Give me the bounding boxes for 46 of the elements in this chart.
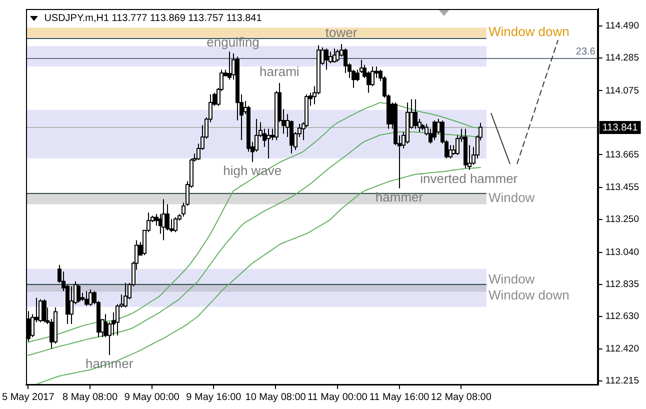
ref-line-label: 113.841 [602,122,638,134]
candlestick [174,216,178,233]
candlestick [124,282,128,308]
y-tick-label: 114.490 [605,20,640,32]
candlestick [38,298,42,323]
candlestick [414,98,418,130]
annotation: hammer [375,189,424,204]
x-tick-label: 9 May 00:00 [124,392,180,403]
annotation: 23.6 [576,46,596,58]
x-tick-label: 9 May 16:00 [186,392,242,403]
candlestick [70,286,74,324]
candlestick [162,198,166,241]
x-tick-label: 11 May 16:00 [369,392,430,403]
y-tick-label: 113.665 [605,149,640,160]
y-tick-label: 112.420 [605,344,640,355]
x-tick-label: 5 May 2017 [2,392,55,403]
y-tick-label: 112.215 [605,376,640,387]
x-tick-label: 11 May 00:00 [307,392,368,403]
y-tick-label: 112.835 [605,278,640,290]
candlestick [228,51,232,80]
y-tick-label: 112.630 [605,310,640,322]
candlestick [84,290,88,306]
candlestick [432,120,436,141]
annotation: engulfing [206,34,260,50]
annotation: harami [260,64,300,79]
x-tick-label: 10 May 08:00 [245,392,306,403]
band-label: Window down [488,24,570,40]
chart-title: USDJPY.m,H1 113.777 113.869 113.757 113.841 [44,12,262,25]
band-label: Window down [488,287,570,302]
x-tick-label: 8 May 08:00 [62,392,118,403]
band-label: Window [488,271,536,286]
candlestick [42,298,46,323]
y-tick-label: 113.250 [605,214,640,226]
candlestick [88,288,92,306]
annotation: tower [325,25,358,40]
band-label: Window [488,190,536,206]
candlestick [324,48,328,70]
y-tick-label: 114.285 [605,52,640,64]
y-tick-label: 113.040 [605,246,640,258]
x-tick-label: 12 May 08:00 [430,392,492,403]
annotation: inverted hammer [420,170,518,186]
y-tick-label: 113.455 [605,182,640,194]
candlestick [266,128,270,159]
y-tick-label: 114.075 [605,85,640,96]
candlestick [76,284,80,304]
candlestick [344,48,348,74]
